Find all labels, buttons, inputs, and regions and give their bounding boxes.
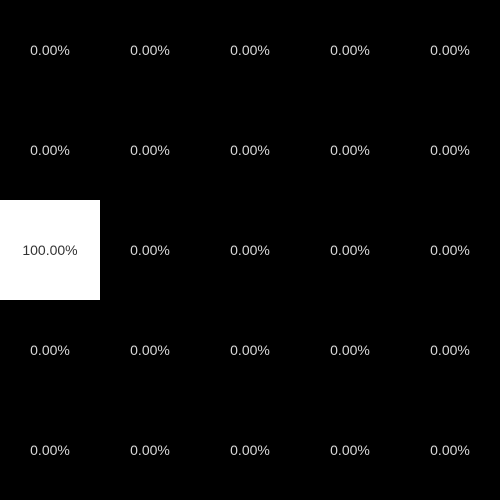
heatmap-cell: 0.00% bbox=[0, 100, 100, 200]
heatmap-cell: 0.00% bbox=[0, 300, 100, 400]
heatmap-cell-label: 0.00% bbox=[30, 342, 70, 358]
heatmap-cell-label: 0.00% bbox=[230, 242, 270, 258]
heatmap-cell: 0.00% bbox=[400, 400, 500, 500]
heatmap-cell-label: 0.00% bbox=[130, 142, 170, 158]
heatmap-cell: 0.00% bbox=[200, 400, 300, 500]
heatmap-cell: 0.00% bbox=[300, 0, 400, 100]
heatmap-cell-label: 0.00% bbox=[330, 442, 370, 458]
heatmap-cell: 0.00% bbox=[400, 100, 500, 200]
heatmap-cell: 0.00% bbox=[400, 300, 500, 400]
heatmap-cell-label: 0.00% bbox=[30, 442, 70, 458]
heatmap-cell-label: 0.00% bbox=[130, 442, 170, 458]
heatmap-cell-label: 0.00% bbox=[430, 42, 470, 58]
heatmap-cell: 0.00% bbox=[200, 0, 300, 100]
heatmap-cell: 0.00% bbox=[300, 400, 400, 500]
heatmap-cell: 0.00% bbox=[100, 0, 200, 100]
heatmap-cell: 0.00% bbox=[100, 100, 200, 200]
heatmap-cell-label: 0.00% bbox=[430, 242, 470, 258]
heatmap-cell: 0.00% bbox=[0, 0, 100, 100]
heatmap-cell-label: 0.00% bbox=[330, 342, 370, 358]
heatmap-cell-label: 0.00% bbox=[230, 342, 270, 358]
heatmap-cell-label: 0.00% bbox=[330, 142, 370, 158]
heatmap-cell-label: 0.00% bbox=[30, 142, 70, 158]
heatmap-cell: 0.00% bbox=[200, 100, 300, 200]
heatmap-cell-label: 100.00% bbox=[22, 242, 78, 258]
heatmap-cell-label: 0.00% bbox=[130, 242, 170, 258]
heatmap-cell: 0.00% bbox=[400, 200, 500, 300]
heatmap-cell: 100.00% bbox=[0, 200, 100, 300]
heatmap-cell: 0.00% bbox=[400, 0, 500, 100]
heatmap-cell-label: 0.00% bbox=[230, 142, 270, 158]
heatmap-cell: 0.00% bbox=[300, 300, 400, 400]
heatmap-cell: 0.00% bbox=[100, 300, 200, 400]
heatmap-cell: 0.00% bbox=[100, 400, 200, 500]
heatmap-cell-label: 0.00% bbox=[130, 42, 170, 58]
heatmap-cell-label: 0.00% bbox=[430, 442, 470, 458]
heatmap-cell-label: 0.00% bbox=[430, 142, 470, 158]
heatmap-cell: 0.00% bbox=[200, 200, 300, 300]
heatmap-cell-label: 0.00% bbox=[430, 342, 470, 358]
heatmap-cell-label: 0.00% bbox=[130, 342, 170, 358]
heatmap-cell-label: 0.00% bbox=[330, 242, 370, 258]
heatmap-cell-label: 0.00% bbox=[230, 442, 270, 458]
heatmap-cell: 0.00% bbox=[300, 200, 400, 300]
heatmap-cell-label: 0.00% bbox=[330, 42, 370, 58]
heatmap-cell: 0.00% bbox=[300, 100, 400, 200]
heatmap-cell: 0.00% bbox=[0, 400, 100, 500]
heatmap-cell-label: 0.00% bbox=[230, 42, 270, 58]
heatmap-cell: 0.00% bbox=[100, 200, 200, 300]
heatmap-cell-label: 0.00% bbox=[30, 42, 70, 58]
heatmap-cell: 0.00% bbox=[200, 300, 300, 400]
